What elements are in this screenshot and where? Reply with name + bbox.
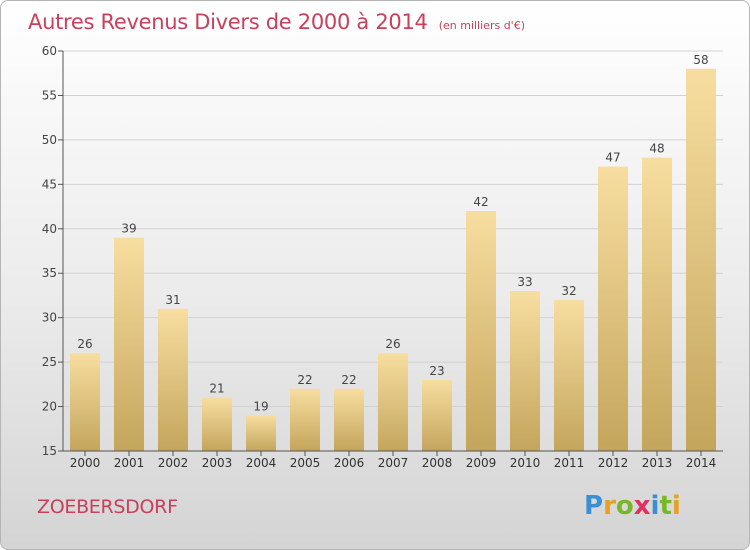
data-label: 21 (209, 382, 224, 396)
logo-letter: i (671, 491, 681, 521)
x-tick-label: 2008 (422, 456, 453, 470)
x-tick-label: 2006 (334, 456, 365, 470)
commune-name: ZOEBERSDORF (37, 496, 178, 518)
bar (642, 157, 672, 451)
data-label: 47 (605, 151, 620, 165)
x-tick-label: 2000 (70, 456, 101, 470)
data-label: 19 (253, 399, 268, 413)
y-axis-ticks: 15 20 25 30 35 40 45 50 55 60 (42, 44, 63, 458)
y-tick-label: 20 (42, 400, 57, 414)
bar (158, 308, 188, 451)
x-tick-label: 2003 (202, 456, 233, 470)
bar (466, 211, 496, 451)
y-tick-label: 40 (42, 222, 57, 236)
y-tick-label: 55 (42, 88, 57, 102)
bar (246, 415, 276, 451)
y-tick-label: 45 (42, 177, 57, 191)
data-label: 22 (297, 373, 312, 387)
y-tick-label: 25 (42, 355, 57, 369)
x-tick-label: 2004 (246, 456, 277, 470)
bar (202, 397, 232, 451)
bar (334, 388, 364, 451)
y-tick-label: 50 (42, 133, 57, 147)
x-tick-label: 2011 (554, 456, 585, 470)
data-label: 23 (429, 364, 444, 378)
logo-letter: i (650, 491, 660, 521)
x-tick-label: 2005 (290, 456, 321, 470)
proxiti-logo: Proxiti (584, 491, 681, 521)
x-tick-label: 2001 (114, 456, 145, 470)
x-tick-label: 2002 (158, 456, 189, 470)
data-label: 31 (165, 293, 180, 307)
bars: 26 39 31 21 19 22 22 26 23 42 33 32 47 48 58 (70, 53, 716, 452)
bar (290, 388, 320, 451)
title-row: Autres Revenus Divers de 2000 à 2014 (en… (28, 10, 525, 34)
data-label: 39 (121, 222, 136, 236)
logo-letter: o (615, 491, 634, 521)
bar (598, 166, 628, 452)
x-tick-label: 2009 (466, 456, 497, 470)
x-tick-label: 2014 (686, 456, 717, 470)
bar (114, 237, 144, 451)
bar (510, 291, 540, 451)
y-tick-label: 60 (42, 44, 57, 58)
data-label: 22 (341, 373, 356, 387)
data-label: 26 (385, 337, 400, 351)
x-tick-label: 2013 (642, 456, 673, 470)
data-label: 48 (649, 142, 664, 156)
logo-letter: t (659, 491, 672, 521)
logo-letter: r (603, 491, 616, 521)
y-tick-label: 30 (42, 311, 57, 325)
x-axis: 2000 2001 2002 2003 2004 2005 2006 2007 2008 2009… (62, 51, 723, 470)
bar (70, 353, 100, 451)
y-tick-label: 35 (42, 266, 57, 280)
bar (554, 299, 584, 451)
logo-letter: P (584, 491, 604, 521)
data-label: 58 (693, 53, 708, 67)
bar (378, 353, 408, 451)
data-label: 33 (517, 275, 532, 289)
data-label: 26 (77, 337, 92, 351)
data-label: 32 (561, 284, 576, 298)
x-tick-label: 2007 (378, 456, 409, 470)
chart-subtitle: (en milliers d'€) (438, 19, 525, 32)
bar (422, 379, 452, 451)
bar (686, 68, 716, 452)
data-label: 42 (473, 195, 488, 209)
x-tick-label: 2012 (598, 456, 629, 470)
x-tick-label: 2010 (510, 456, 541, 470)
y-tick-label: 15 (42, 444, 57, 458)
logo-letter: x (633, 491, 651, 521)
chart-title: Autres Revenus Divers de 2000 à 2014 (28, 10, 428, 34)
